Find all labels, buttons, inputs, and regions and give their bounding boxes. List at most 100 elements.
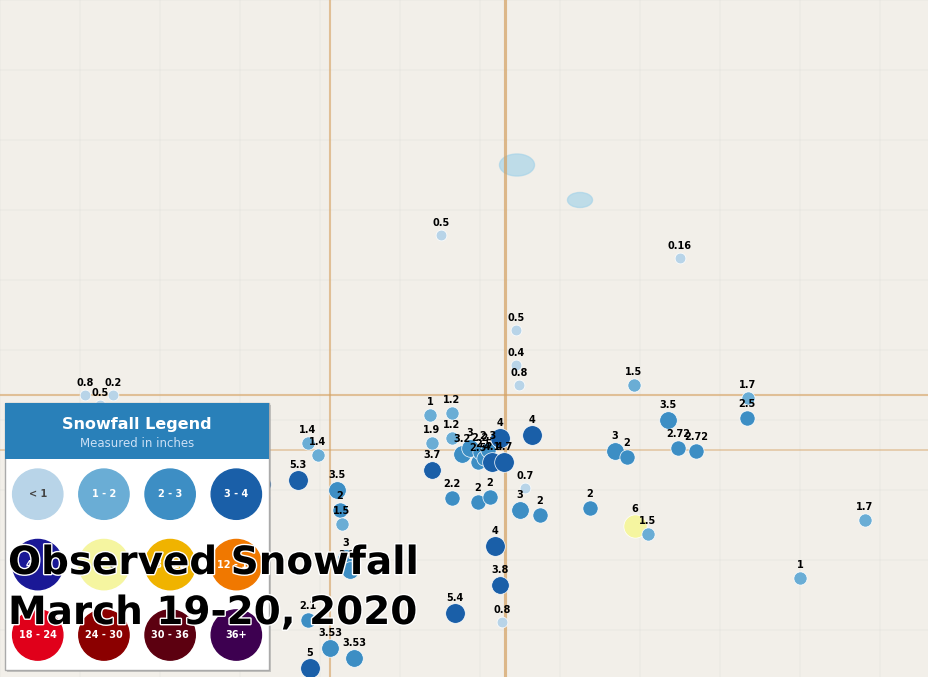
Text: 2.4: 2.4: [200, 496, 216, 506]
Circle shape: [145, 540, 195, 590]
Text: 5.3: 5.3: [289, 460, 306, 470]
Text: 2.5: 2.5: [475, 439, 492, 449]
Text: 2 - 3: 2 - 3: [158, 489, 182, 499]
Text: 1.2: 1.2: [443, 420, 460, 430]
Text: 3: 3: [15, 540, 21, 550]
Text: 1 - 2: 1 - 2: [92, 489, 116, 499]
Circle shape: [145, 610, 195, 660]
Point: [422, 410, 437, 420]
Circle shape: [211, 610, 261, 660]
Text: 2.2: 2.2: [443, 479, 460, 489]
Point: [484, 456, 499, 467]
Text: 2.72: 2.72: [665, 429, 690, 439]
Point: [672, 253, 687, 263]
Ellipse shape: [567, 192, 592, 207]
Point: [56, 473, 71, 483]
Text: 1.7: 1.7: [739, 380, 755, 390]
Point: [329, 485, 344, 496]
Text: 0.16: 0.16: [667, 240, 691, 250]
Text: 2: 2: [586, 489, 593, 499]
Text: 1.7: 1.7: [856, 502, 872, 512]
Text: 2.2: 2.2: [470, 433, 488, 443]
Text: 2: 2: [70, 474, 76, 484]
FancyBboxPatch shape: [5, 403, 269, 459]
Point: [582, 502, 597, 513]
Point: [301, 615, 316, 626]
Text: Measured in inches: Measured in inches: [80, 437, 194, 450]
Text: 0.2: 0.2: [104, 378, 122, 387]
Text: 3.23: 3.23: [338, 550, 362, 561]
Circle shape: [13, 540, 63, 590]
Point: [470, 456, 485, 467]
Point: [688, 445, 702, 456]
Text: 2.1: 2.1: [299, 601, 316, 611]
Text: 1.4: 1.4: [309, 437, 327, 447]
Text: 2.5: 2.5: [469, 443, 486, 453]
Point: [640, 529, 655, 540]
Point: [433, 230, 448, 240]
Point: [508, 359, 522, 370]
Point: [252, 493, 267, 504]
Point: [346, 653, 361, 663]
Point: [200, 510, 215, 521]
Text: 2: 2: [336, 491, 343, 501]
Text: 4: 4: [197, 468, 203, 478]
Text: 1.9: 1.9: [423, 424, 440, 435]
Text: 0.8: 0.8: [493, 605, 510, 615]
Point: [739, 412, 754, 423]
Text: 2: 2: [536, 496, 543, 506]
Text: Snowfall Legend: Snowfall Legend: [62, 416, 212, 432]
Point: [66, 487, 81, 498]
Text: 3.8: 3.8: [491, 565, 509, 575]
Point: [445, 433, 459, 443]
Text: 3.53: 3.53: [342, 638, 366, 649]
Text: 0.7: 0.7: [516, 471, 533, 481]
Point: [487, 540, 502, 551]
Circle shape: [145, 469, 195, 519]
Point: [619, 452, 634, 462]
Point: [472, 447, 487, 458]
Point: [253, 479, 268, 489]
Text: 0.8: 0.8: [76, 378, 94, 387]
Point: [462, 443, 477, 454]
Point: [512, 504, 527, 515]
Text: 6 - 8: 6 - 8: [92, 560, 116, 569]
Text: 3.7: 3.7: [423, 450, 440, 460]
Text: 3.53: 3.53: [317, 628, 342, 638]
Text: 6: 6: [631, 504, 638, 515]
Point: [492, 433, 507, 443]
Point: [334, 519, 349, 529]
Text: 3 - 4: 3 - 4: [224, 489, 248, 499]
Circle shape: [79, 469, 129, 519]
Text: 4.1: 4.1: [483, 441, 500, 452]
Text: 0.5: 0.5: [507, 313, 524, 322]
Point: [60, 479, 75, 489]
Text: 4: 4: [65, 464, 71, 474]
Text: 1.5: 1.5: [333, 506, 350, 516]
Text: 1: 1: [145, 449, 151, 459]
Point: [740, 393, 754, 403]
Text: 3: 3: [48, 467, 56, 477]
Point: [303, 663, 317, 674]
Point: [792, 573, 806, 584]
Text: 4.7: 4.7: [495, 441, 512, 452]
Text: 2: 2: [623, 438, 630, 448]
Text: 4 - 6: 4 - 6: [26, 560, 50, 569]
Text: 4: 4: [496, 418, 503, 428]
Text: 0.5: 0.5: [91, 387, 109, 397]
Text: 3: 3: [59, 458, 66, 468]
Point: [532, 510, 547, 521]
Point: [625, 380, 640, 391]
Text: < 1: < 1: [29, 489, 46, 499]
Text: 4: 4: [491, 525, 497, 536]
Point: [445, 493, 459, 504]
Text: 0.8: 0.8: [509, 368, 527, 378]
Text: 3: 3: [342, 538, 349, 548]
Point: [45, 481, 59, 492]
Text: 2.72: 2.72: [683, 432, 707, 442]
Ellipse shape: [499, 154, 534, 176]
Point: [338, 552, 353, 563]
Point: [106, 389, 121, 400]
Text: 3: 3: [516, 490, 522, 500]
Text: 1.5: 1.5: [625, 367, 642, 376]
